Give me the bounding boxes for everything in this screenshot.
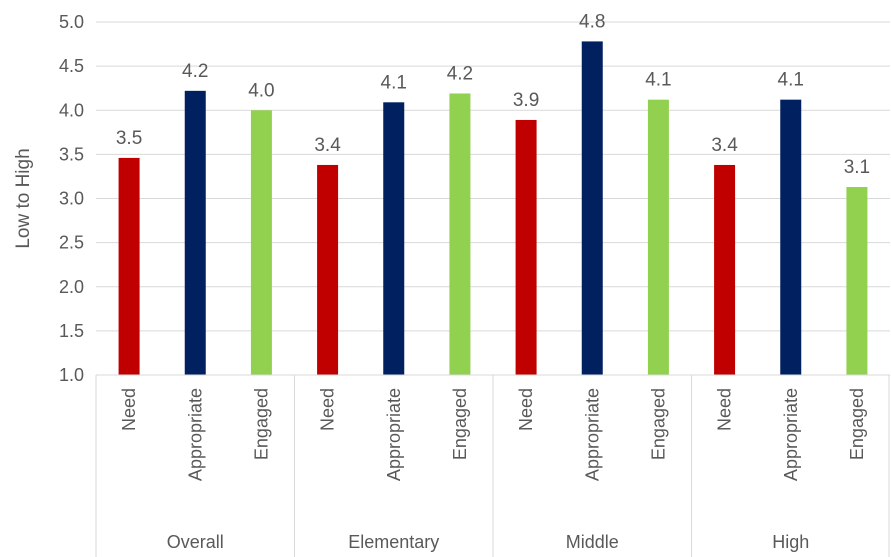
- gridlines: [96, 21, 890, 376]
- x-tick-label: Appropriate: [384, 388, 404, 481]
- y-axis-label: Low to High: [13, 148, 34, 248]
- data-label: 3.9: [513, 90, 539, 111]
- y-tick-label: 4.5: [59, 56, 84, 76]
- data-label: 4.2: [182, 61, 208, 82]
- bars: [118, 41, 868, 376]
- y-tick-label: 5.0: [59, 12, 84, 32]
- x-tick-label: Need: [119, 388, 139, 431]
- x-tick-label: Need: [715, 388, 735, 431]
- group-label: Elementary: [348, 532, 439, 552]
- data-label: 4.0: [248, 80, 274, 101]
- y-tick-label: 4.0: [59, 100, 84, 120]
- y-tick-label: 2.0: [59, 277, 84, 297]
- x-tick-label: Engaged: [251, 388, 271, 460]
- y-axis: 1.0 1.5 2.0 2.5 3.0 3.5 4.0 4.5 5.0: [59, 12, 84, 385]
- data-labels: 3.5 4.2 4.0 3.4 4.1 4.2 3.9 4.8 4.1 3.4 4.1 3.1: [116, 11, 870, 178]
- y-tick-label: 3.0: [59, 189, 84, 209]
- x-axis: Need Appropriate Engaged Overall Need Appropr…: [95, 374, 890, 557]
- data-label: 3.1: [844, 157, 870, 178]
- bar-elementary-need: [317, 164, 339, 375]
- bar-elementary-engaged: [449, 93, 471, 376]
- group-label: Middle: [566, 532, 619, 552]
- x-tick-label: Need: [318, 388, 338, 431]
- data-label: 3.5: [116, 128, 142, 149]
- bar-middle-engaged: [647, 99, 669, 375]
- data-label: 4.8: [579, 11, 605, 32]
- x-tick-label: Need: [516, 388, 536, 431]
- data-label: 4.1: [381, 72, 407, 93]
- x-tick-label: Appropriate: [185, 388, 205, 481]
- y-tick-label: 1.5: [59, 321, 84, 341]
- data-label: 4.1: [778, 70, 804, 91]
- x-tick-label: Engaged: [450, 388, 470, 460]
- x-tick-label: Engaged: [847, 388, 867, 460]
- group-label: High: [772, 532, 809, 552]
- bar-elementary-appropriate: [383, 102, 405, 376]
- x-tick-label: Appropriate: [781, 388, 801, 481]
- data-label: 4.1: [645, 70, 671, 91]
- data-label: 3.4: [711, 135, 738, 156]
- x-tick-label: Engaged: [648, 388, 668, 460]
- bar-overall-appropriate: [184, 90, 206, 376]
- y-tick-label: 2.5: [59, 233, 84, 253]
- bar-high-need: [714, 164, 736, 375]
- bar-high-appropriate: [780, 99, 802, 375]
- x-tick-label: Appropriate: [582, 388, 602, 481]
- y-tick-label: 3.5: [59, 144, 84, 164]
- y-tick-label: 1.0: [59, 365, 84, 385]
- data-label: 3.4: [314, 135, 341, 156]
- bar-overall-need: [118, 157, 140, 375]
- bar-middle-need: [515, 119, 537, 376]
- data-label: 4.2: [447, 63, 473, 84]
- bar-middle-appropriate: [581, 41, 603, 375]
- group-label: Overall: [167, 532, 224, 552]
- bar-high-engaged: [846, 187, 868, 375]
- bar-overall-engaged: [250, 110, 272, 375]
